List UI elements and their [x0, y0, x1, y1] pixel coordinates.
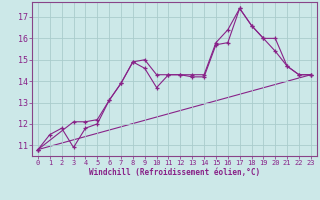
X-axis label: Windchill (Refroidissement éolien,°C): Windchill (Refroidissement éolien,°C) — [89, 168, 260, 177]
